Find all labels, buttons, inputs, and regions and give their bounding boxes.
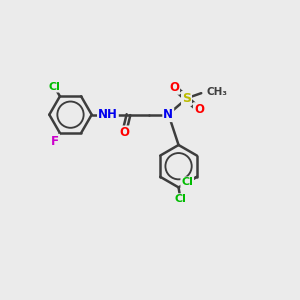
Text: Cl: Cl — [48, 82, 60, 92]
Text: CH₃: CH₃ — [206, 87, 227, 97]
Text: S: S — [182, 92, 191, 105]
Text: Cl: Cl — [181, 177, 193, 188]
Text: NH: NH — [98, 108, 118, 121]
Text: O: O — [119, 126, 129, 140]
Text: O: O — [169, 81, 179, 94]
Text: F: F — [51, 135, 59, 148]
Text: O: O — [194, 103, 204, 116]
Text: Cl: Cl — [174, 194, 186, 204]
Text: N: N — [163, 108, 173, 121]
